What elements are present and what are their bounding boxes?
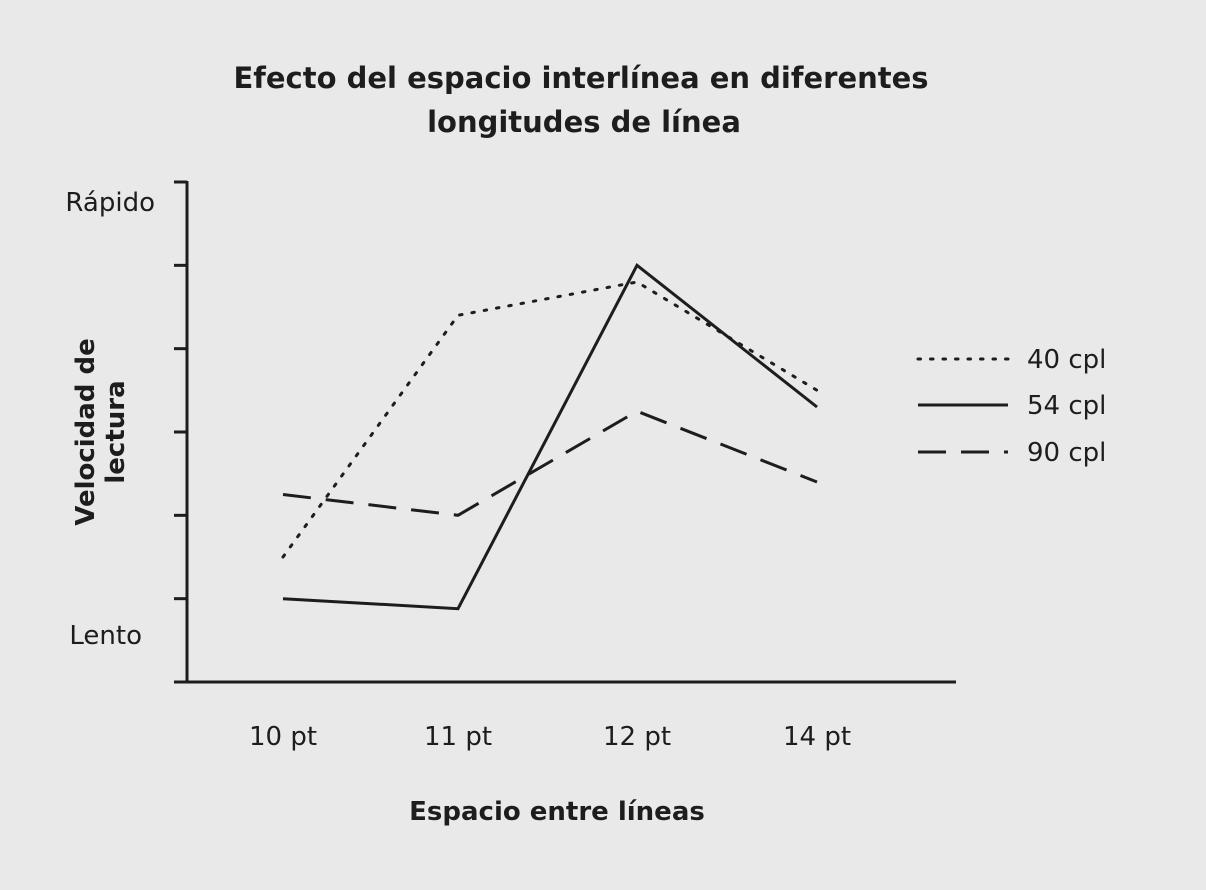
chart-title-line-1: Efecto del espacio interlínea en diferen…	[233, 61, 928, 95]
series-line-40-cpl	[281, 280, 819, 559]
x-axis-tick-labels: 10 pt 11 pt 12 pt 14 pt	[249, 722, 851, 752]
legend-label: 90 cpl	[1027, 438, 1106, 468]
x-tick-label: 12 pt	[603, 722, 671, 752]
chart-title-line-2: longitudes de línea	[427, 105, 741, 139]
x-axis-label: Espacio entre líneas	[409, 797, 705, 827]
x-tick-label: 14 pt	[783, 722, 851, 752]
y-label-slow: Lento	[69, 621, 142, 651]
legend-label: 40 cpl	[1027, 345, 1106, 375]
x-tick-label: 11 pt	[424, 722, 492, 752]
legend-label: 54 cpl	[1027, 391, 1106, 421]
x-tick-label: 10 pt	[249, 722, 317, 752]
y-axis-ticks	[174, 180, 187, 601]
series-line-54-cpl	[282, 263, 818, 611]
legend: 40 cpl 54 cpl 90 cpl	[916, 345, 1106, 468]
y-label-fast: Rápido	[65, 188, 155, 218]
series-lines	[281, 263, 819, 611]
y-axis-label-line-2: lectura	[101, 380, 131, 483]
y-axis-label-line-1: Velocidad de	[71, 338, 101, 526]
series-line-90-cpl	[282, 409, 818, 517]
